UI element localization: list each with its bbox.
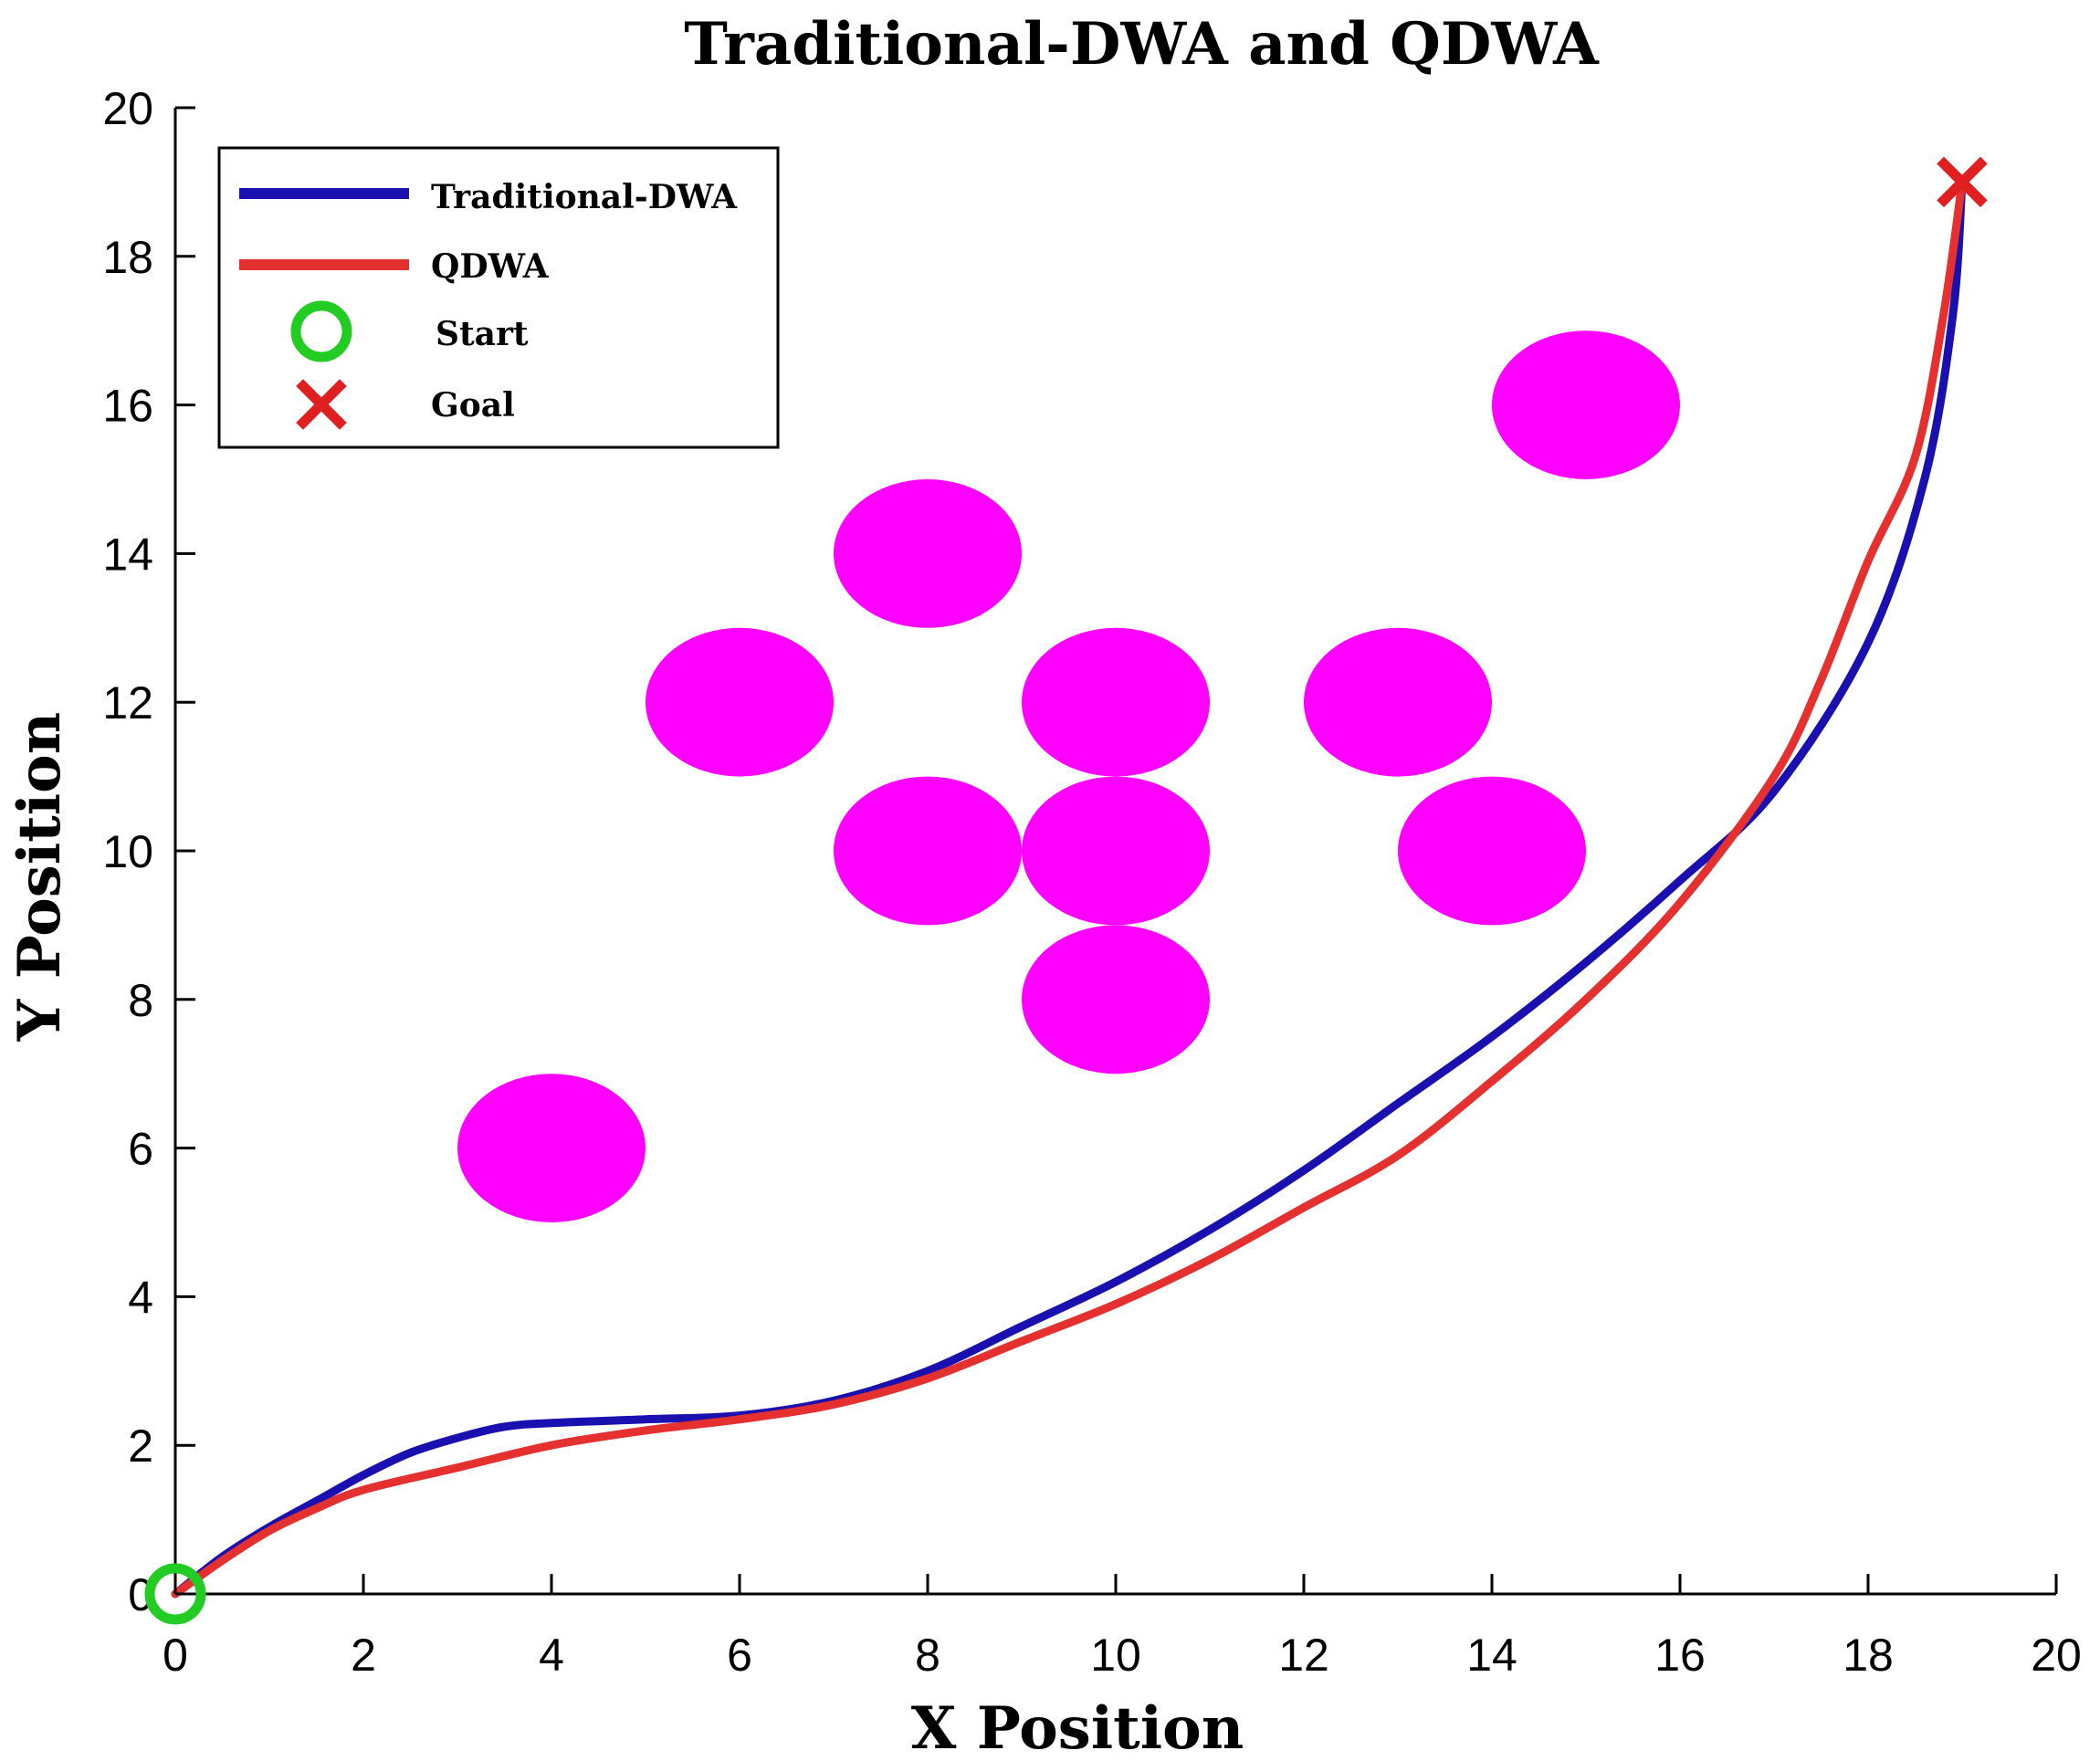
y-tick-label: 12 (102, 677, 153, 729)
x-tick-label: 10 (1090, 1630, 1141, 1681)
y-tick-label: 10 (102, 826, 153, 877)
obstacle-5 (1022, 627, 1210, 777)
obstacle-10 (1492, 330, 1680, 479)
x-tick-label: 4 (539, 1630, 564, 1681)
x-tick-label: 12 (1278, 1630, 1329, 1681)
obstacle-1 (457, 1074, 646, 1222)
obstacle-9 (1398, 776, 1586, 926)
x-tick-label: 8 (915, 1630, 940, 1681)
legend-label-qdwa: QDWA (431, 247, 550, 286)
x-ticks: 0 2 4 6 8 10 12 14 16 18 20 (163, 1574, 2082, 1681)
y-tick-label: 14 (102, 529, 153, 580)
x-tick-label: 20 (2031, 1630, 2082, 1681)
x-axis-label: X Position (911, 1694, 1244, 1761)
obstacle-7 (1022, 925, 1210, 1074)
legend-goal-icon (296, 379, 347, 430)
y-tick-label: 18 (102, 232, 153, 283)
markers (144, 156, 1988, 1625)
legend-start-icon (290, 300, 352, 362)
obstacle-2 (646, 627, 834, 777)
legend-label-traditional-dwa: Traditional-DWA (431, 178, 738, 216)
y-tick-label: 16 (102, 381, 153, 432)
x-tick-label: 18 (1843, 1630, 1894, 1681)
y-tick-label: 4 (128, 1272, 153, 1323)
series-lines (171, 177, 1967, 1599)
obstacle-8 (1304, 627, 1492, 777)
obstacle-6 (1022, 776, 1210, 926)
obstacle-4 (834, 776, 1022, 926)
x-tick-label: 0 (163, 1630, 188, 1681)
chart-title: Traditional-DWA and QDWA (684, 10, 1600, 79)
y-axis-label: Y Position (5, 712, 74, 1043)
series-line-traditional-dwa (171, 177, 1967, 1599)
goal-marker (1937, 156, 1988, 208)
x-tick-label: 2 (351, 1630, 376, 1681)
y-tick-label: 8 (128, 975, 153, 1026)
legend-label-start: Start (436, 315, 529, 353)
legend-label-goal: Goal (431, 386, 515, 425)
x-tick-label: 16 (1654, 1630, 1706, 1681)
y-tick-label: 20 (102, 83, 153, 134)
start-marker (144, 1563, 206, 1625)
legend: Traditional-DWA QDWA Start Goal (217, 146, 780, 449)
obstacle-3 (834, 479, 1022, 628)
y-tick-label: 2 (128, 1420, 153, 1472)
obstacles (457, 330, 1680, 1222)
series-line-qdwa (171, 177, 1967, 1599)
x-tick-label: 6 (727, 1630, 752, 1681)
y-tick-label: 6 (128, 1124, 153, 1175)
x-tick-label: 14 (1466, 1630, 1517, 1681)
